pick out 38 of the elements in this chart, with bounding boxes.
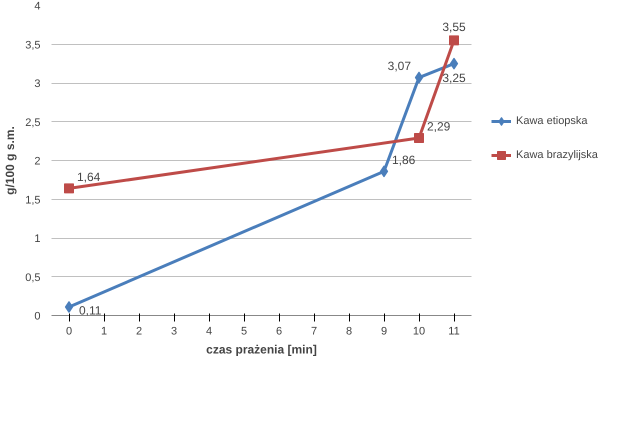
x-tick-label: 8 xyxy=(346,326,352,338)
y-tick-label: 1,5 xyxy=(25,194,41,206)
y-axis-title: g/100 g s.m. xyxy=(3,126,18,195)
legend-label: Kawa brazylijska xyxy=(516,149,598,161)
point xyxy=(64,183,74,194)
point xyxy=(414,133,424,144)
y-tick-label: 4 xyxy=(34,0,41,12)
x-tick-label: 9 xyxy=(380,326,388,338)
data-label: 2,29 xyxy=(427,120,451,134)
x-tick-label: 1 xyxy=(100,326,108,338)
y-tick-label: 1 xyxy=(34,233,41,245)
x-tick-label: 3 xyxy=(170,326,178,338)
point xyxy=(450,58,458,70)
point xyxy=(449,35,459,46)
data-label: 3,07 xyxy=(388,59,412,74)
legend-label: Kawa etiopska xyxy=(516,115,588,127)
y-tick-label: 3,5 xyxy=(25,39,41,52)
data-label: 3,25 xyxy=(442,71,466,86)
y-tick-label: 0 xyxy=(34,310,41,322)
x-tick-label: 2 xyxy=(136,326,142,338)
x-tick-label: 5 xyxy=(240,326,248,338)
y-tick-label: 2,5 xyxy=(25,116,41,129)
data-label: 1,64 xyxy=(77,170,101,184)
point xyxy=(64,300,74,313)
y-tick-label: 3 xyxy=(34,78,41,90)
x-axis-title: czas prażenia [min] xyxy=(206,342,317,356)
data-label: 1,86 xyxy=(392,152,416,167)
x-tick-label: 11 xyxy=(448,326,460,338)
y-tick-label: 2 xyxy=(34,156,41,168)
point xyxy=(380,165,388,178)
x-tick-label: 6 xyxy=(276,326,282,338)
y-tick-label: 0,5 xyxy=(25,272,41,284)
data-label: 3,55 xyxy=(442,20,466,34)
x-tick-label: 4 xyxy=(206,326,212,338)
x-tick-label: 0 xyxy=(66,326,72,338)
point xyxy=(414,72,424,84)
x-tick-label: 10 xyxy=(412,326,426,338)
x-tick-label: 7 xyxy=(310,326,318,338)
